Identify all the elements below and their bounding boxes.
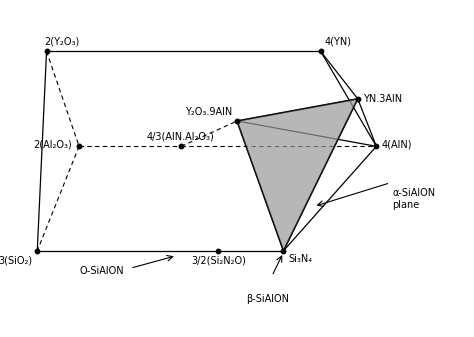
Text: 2(Y₂O₃): 2(Y₂O₃) <box>44 36 80 47</box>
Text: 2(Al₂O₃): 2(Al₂O₃) <box>33 140 72 150</box>
Text: YN.3AlN: YN.3AlN <box>364 94 402 104</box>
Text: Si₃N₄: Si₃N₄ <box>288 254 312 264</box>
Text: 3/2(Si₂N₂O): 3/2(Si₂N₂O) <box>191 255 246 266</box>
Text: 3(SiO₂): 3(SiO₂) <box>0 255 33 266</box>
Text: β-SiAlON: β-SiAlON <box>246 294 289 304</box>
Text: Y₂O₃.9AlN: Y₂O₃.9AlN <box>185 107 232 117</box>
Text: 4(AlN): 4(AlN) <box>382 140 412 150</box>
Text: 4/3(AlN.Al₂O₃): 4/3(AlN.Al₂O₃) <box>146 131 214 142</box>
Text: O-SiAlON: O-SiAlON <box>80 267 125 276</box>
Text: α-SiAlON
plane: α-SiAlON plane <box>392 187 436 210</box>
Text: 4(YN): 4(YN) <box>324 36 351 47</box>
Polygon shape <box>237 99 358 251</box>
